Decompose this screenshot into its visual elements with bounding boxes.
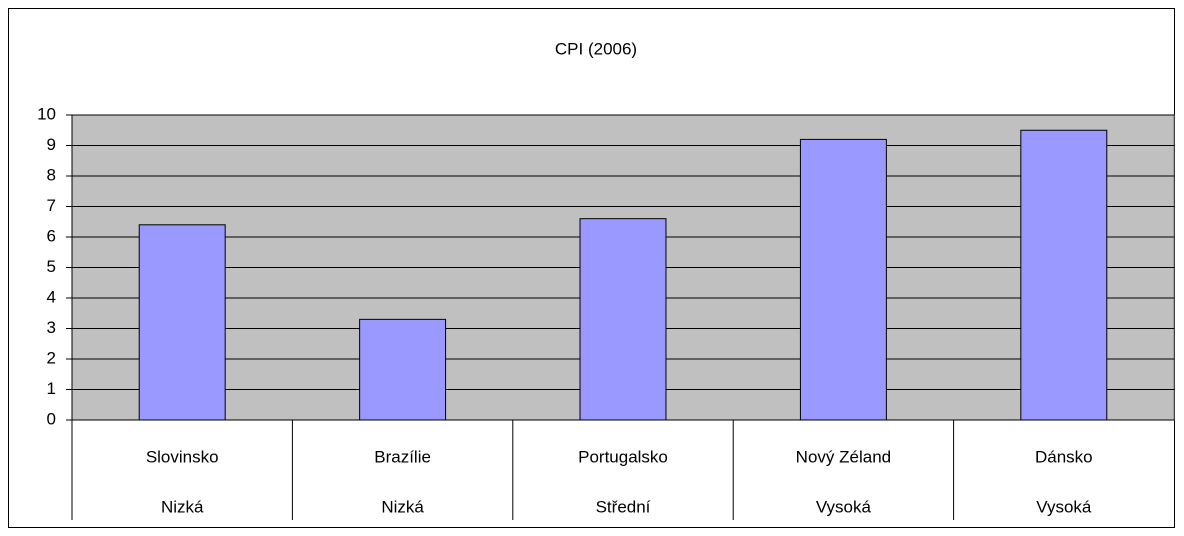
x-group-label: Nizká xyxy=(381,497,424,516)
y-tick-label: 10 xyxy=(37,104,56,123)
y-tick-label: 4 xyxy=(47,287,56,306)
y-tick-label: 7 xyxy=(47,196,56,215)
y-tick-label: 3 xyxy=(47,318,56,337)
x-tick-label: Brazílie xyxy=(374,447,431,466)
y-tick-label: 6 xyxy=(47,226,56,245)
bar xyxy=(799,138,887,421)
y-tick-label: 0 xyxy=(47,409,56,428)
y-tick-label: 9 xyxy=(47,135,56,154)
chart-title: CPI (2006) xyxy=(555,39,637,58)
x-tick-label: Slovinsko xyxy=(146,447,219,466)
x-tick-label: Portugalsko xyxy=(578,447,668,466)
bar xyxy=(1020,129,1108,421)
x-tick-label: Dánsko xyxy=(1035,447,1093,466)
bar xyxy=(579,218,667,421)
x-group-label: Nizká xyxy=(161,497,204,516)
y-tick-label: 5 xyxy=(47,257,56,276)
x-group-label: Vysoká xyxy=(1036,497,1092,516)
y-tick-label: 2 xyxy=(47,348,56,367)
x-tick-label: Nový Zéland xyxy=(796,447,891,466)
bar xyxy=(138,224,226,421)
bar xyxy=(359,318,447,421)
y-tick-label: 8 xyxy=(47,165,56,184)
x-group-label: Vysoká xyxy=(816,497,872,516)
y-tick-label: 1 xyxy=(47,379,56,398)
x-group-label: Střední xyxy=(596,497,651,516)
